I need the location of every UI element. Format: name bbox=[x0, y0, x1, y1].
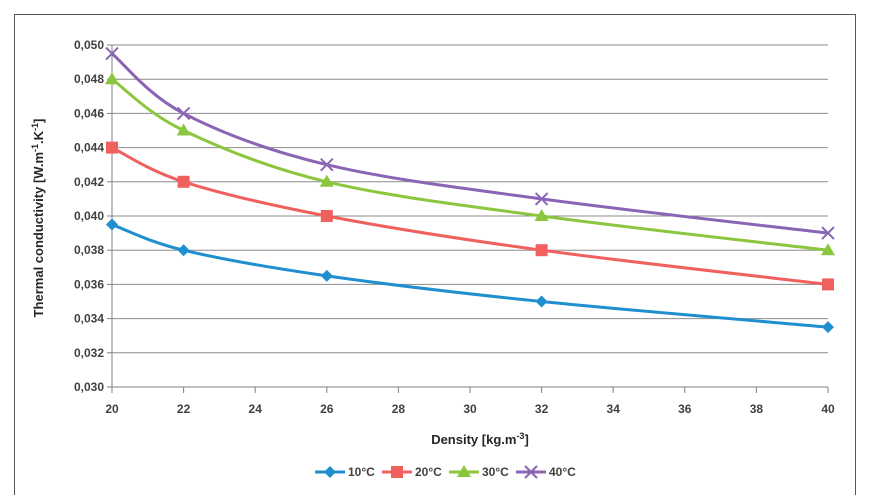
data-point-stroke bbox=[320, 157, 334, 172]
line-chart: 0,030 0,032 0,034 0,036 0,038 0,040 0,042 0,044… bbox=[30, 38, 835, 479]
data-point bbox=[535, 295, 548, 308]
y-tick-label: 0,048 bbox=[74, 72, 104, 86]
data-point bbox=[535, 244, 548, 257]
data-point bbox=[822, 278, 834, 291]
grid-lines bbox=[112, 44, 828, 354]
data-point bbox=[176, 106, 191, 121]
data-point bbox=[320, 210, 333, 222]
y-tick-label: 0,034 bbox=[74, 312, 104, 326]
legend-item: 10°C bbox=[315, 465, 375, 479]
y-tick-label: 0,040 bbox=[74, 209, 104, 223]
legend-item: 40°C bbox=[516, 465, 576, 479]
series-10c bbox=[106, 218, 834, 334]
data-point bbox=[821, 243, 835, 256]
y-tick-label: 0,046 bbox=[74, 106, 104, 120]
data-point bbox=[822, 321, 834, 334]
x-tick-label: 40 bbox=[821, 402, 835, 416]
data-point bbox=[319, 174, 334, 187]
data-point-stroke bbox=[524, 465, 538, 479]
x-tick-label: 34 bbox=[607, 402, 621, 416]
x-tick-labels: 20 22 24 26 28 30 32 34 36 38 40 bbox=[105, 402, 835, 416]
series-line bbox=[111, 52, 829, 235]
x-tick-label: 22 bbox=[177, 402, 191, 416]
data-point bbox=[324, 466, 336, 478]
x-tick-label: 20 bbox=[105, 402, 119, 416]
data-point bbox=[106, 141, 118, 154]
data-point bbox=[457, 465, 471, 477]
x-tick-label: 38 bbox=[750, 402, 764, 416]
data-point bbox=[177, 244, 190, 257]
x-tick-label: 36 bbox=[678, 402, 692, 416]
data-point bbox=[320, 269, 333, 282]
chart-frame: 0,030 0,032 0,034 0,036 0,038 0,040 0,042 0,044… bbox=[14, 14, 856, 495]
series-lines bbox=[105, 46, 835, 334]
data-point bbox=[534, 209, 549, 221]
data-point bbox=[320, 157, 334, 172]
data-point bbox=[821, 226, 835, 240]
legend-label: 40°C bbox=[549, 465, 576, 479]
x-axis-title: Density [kg.m-3] bbox=[431, 431, 529, 447]
legend-label: 20°C bbox=[415, 465, 442, 479]
y-tick-label: 0,042 bbox=[74, 175, 104, 189]
data-point-stroke bbox=[105, 46, 119, 61]
series-line bbox=[111, 77, 829, 252]
x-tick-label: 24 bbox=[249, 402, 263, 416]
y-tick-label: 0,044 bbox=[74, 141, 104, 155]
legend-label: 10°C bbox=[348, 465, 375, 479]
x-tick-label: 26 bbox=[320, 402, 334, 416]
y-tick-label: 0,050 bbox=[74, 38, 104, 52]
data-point bbox=[177, 175, 190, 188]
legend-label: 30°C bbox=[482, 465, 509, 479]
y-tick-label: 0,038 bbox=[74, 243, 104, 257]
y-tick-label: 0,032 bbox=[74, 346, 104, 360]
data-point bbox=[534, 192, 549, 206]
data-point-stroke bbox=[821, 226, 835, 240]
series-40c bbox=[105, 46, 835, 240]
x-tick-label: 28 bbox=[392, 402, 406, 416]
data-point bbox=[176, 123, 191, 136]
x-tick-label: 30 bbox=[463, 402, 477, 416]
legend: 10°C 20°C 30°C 40°C bbox=[315, 465, 576, 479]
data-point bbox=[106, 218, 118, 231]
data-point bbox=[105, 72, 119, 85]
data-point bbox=[391, 466, 403, 478]
y-tick-label: 0,030 bbox=[74, 380, 104, 394]
data-point-stroke bbox=[176, 106, 191, 121]
data-point bbox=[105, 46, 119, 61]
series-30c bbox=[105, 72, 835, 256]
data-point-stroke bbox=[534, 192, 549, 206]
y-axis-title: Thermal conductivity [W.m-1.K-1] bbox=[30, 119, 46, 318]
data-point bbox=[524, 465, 538, 479]
series-20c bbox=[106, 141, 834, 291]
x-tick-label: 32 bbox=[535, 402, 549, 416]
legend-item: 30°C bbox=[449, 465, 509, 479]
axes bbox=[107, 44, 829, 393]
y-tick-label: 0,036 bbox=[74, 277, 104, 291]
y-tick-labels: 0,030 0,032 0,034 0,036 0,038 0,040 0,042 0,044… bbox=[74, 38, 104, 394]
legend-item: 20°C bbox=[382, 465, 442, 479]
